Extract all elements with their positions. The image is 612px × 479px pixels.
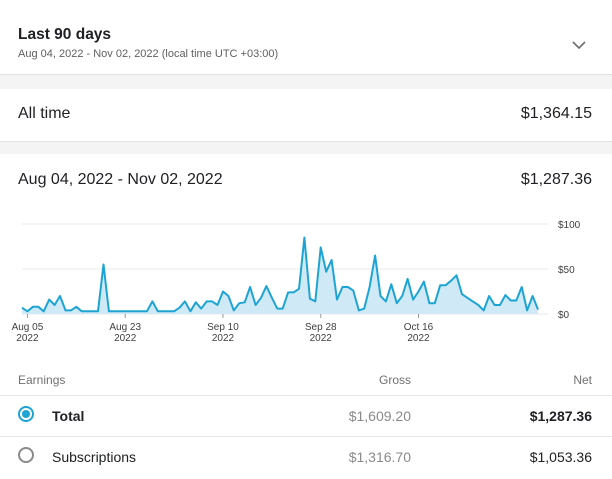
x-tick-label: Oct 16 bbox=[404, 322, 434, 333]
all-time-label: All time bbox=[18, 105, 71, 122]
earnings-row-total[interactable]: Total $1,609.20 $1,287.36 bbox=[0, 395, 612, 436]
net-column-header: Net bbox=[573, 373, 592, 387]
x-tick-label: Aug 05 bbox=[12, 322, 44, 333]
row-name: Subscriptions bbox=[52, 449, 137, 465]
period-summary: Aug 04, 2022 - Nov 02, 2022 $1,287.36 $1… bbox=[0, 154, 612, 479]
section-divider bbox=[0, 142, 612, 154]
range-subtitle: Aug 04, 2022 - Nov 02, 2022 (local time … bbox=[18, 48, 279, 60]
y-tick-label: $100 bbox=[558, 220, 581, 231]
row-net: $1,053.36 bbox=[529, 449, 592, 465]
x-tick-label: 2022 bbox=[407, 333, 430, 344]
row-gross: $1,609.20 bbox=[348, 408, 411, 424]
y-tick-label: $50 bbox=[558, 265, 575, 276]
row-name: Total bbox=[52, 408, 85, 424]
x-tick-label: Sep 28 bbox=[305, 322, 337, 333]
earnings-line bbox=[21, 236, 539, 313]
x-tick-label: 2022 bbox=[310, 333, 333, 344]
row-gross: $1,316.70 bbox=[348, 449, 411, 465]
radio-selected-icon[interactable] bbox=[18, 406, 34, 422]
radio-unselected-icon[interactable] bbox=[18, 447, 34, 463]
gross-column-header: Gross bbox=[378, 373, 411, 387]
y-tick-label: $0 bbox=[558, 310, 570, 321]
earnings-row-subscriptions[interactable]: Subscriptions $1,316.70 $1,053.36 bbox=[0, 436, 612, 477]
period-range-label: Aug 04, 2022 - Nov 02, 2022 bbox=[18, 171, 223, 188]
row-net: $1,287.36 bbox=[529, 408, 592, 424]
all-time-summary: All time $1,364.15 bbox=[0, 89, 612, 142]
chevron-down-icon[interactable] bbox=[568, 34, 590, 56]
range-title: Last 90 days bbox=[18, 26, 112, 43]
x-tick-label: 2022 bbox=[16, 333, 39, 344]
date-range-selector[interactable]: Last 90 days Aug 04, 2022 - Nov 02, 2022… bbox=[0, 0, 612, 75]
earnings-area bbox=[22, 237, 538, 314]
x-tick-label: Sep 10 bbox=[207, 322, 239, 333]
earnings-column-header: Earnings bbox=[18, 373, 66, 387]
x-tick-label: 2022 bbox=[114, 333, 137, 344]
section-divider bbox=[0, 75, 612, 89]
period-total-value: $1,287.36 bbox=[520, 171, 592, 188]
x-tick-label: 2022 bbox=[212, 333, 235, 344]
x-tick-label: Aug 23 bbox=[109, 322, 141, 333]
all-time-value: $1,364.15 bbox=[520, 105, 592, 122]
